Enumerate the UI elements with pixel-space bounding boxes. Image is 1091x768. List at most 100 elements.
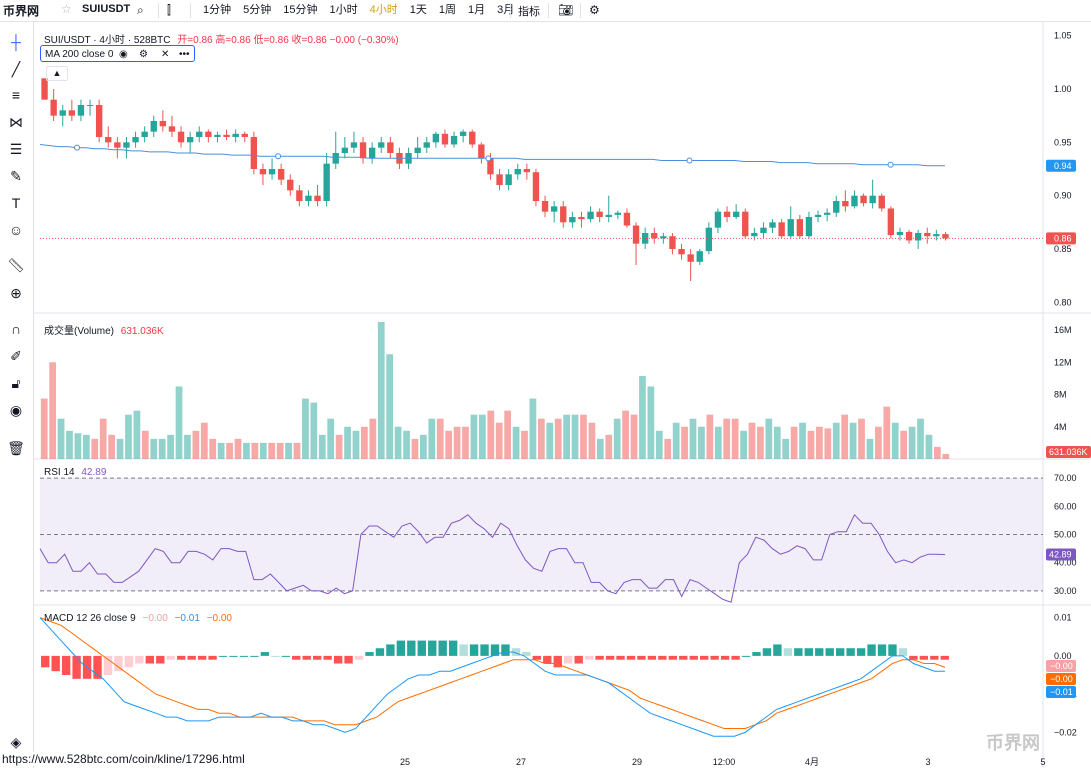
candle-body xyxy=(869,195,876,204)
volume-bar xyxy=(554,418,562,459)
candle-body xyxy=(778,222,785,237)
pattern-icon[interactable]: ⋈ xyxy=(9,114,23,130)
close-icon[interactable]: ✕ xyxy=(161,49,170,60)
horizontal-lines-icon[interactable]: ≡ xyxy=(11,87,21,103)
candle-body xyxy=(550,206,558,212)
interval-selector: 1分钟 5分钟 15分钟 1小时 4小时 1天 1周 1月 3月 xyxy=(197,0,520,21)
macd-histogram-bar xyxy=(407,640,416,656)
trendline-icon[interactable]: ╱ xyxy=(11,61,21,77)
crosshair-icon[interactable]: ┼ xyxy=(11,34,21,50)
volume-bar xyxy=(428,418,436,459)
candle-body xyxy=(287,179,294,191)
interval-option[interactable]: 4小时 xyxy=(369,4,398,16)
gear-icon[interactable]: ⚙ xyxy=(139,49,148,60)
lock-icon[interactable]: 🔓︎ xyxy=(11,375,21,391)
macd-histogram-bar xyxy=(428,640,437,656)
eye-icon[interactable]: ◉ xyxy=(9,402,23,418)
candle-body xyxy=(268,169,276,175)
candle-body xyxy=(296,190,303,201)
chart-type-icon[interactable]: ⫿ xyxy=(167,3,171,17)
volume-bar xyxy=(521,430,528,459)
interval-option[interactable]: 1月 xyxy=(468,4,486,16)
macd-histogram-bar xyxy=(616,655,625,660)
text-icon[interactable]: T xyxy=(11,195,21,211)
volume-bar xyxy=(453,426,461,459)
candle-body xyxy=(541,201,549,212)
volume-bar xyxy=(933,446,941,459)
eye-icon[interactable]: ◉ xyxy=(119,49,128,60)
search-icon[interactable]: ⌕ xyxy=(137,3,144,17)
volume-bar xyxy=(841,414,849,459)
candle-body xyxy=(141,131,148,137)
divider xyxy=(158,3,159,18)
macd-histogram-bar xyxy=(700,655,709,660)
candle-body xyxy=(496,174,503,185)
macd-value-badge xyxy=(1046,660,1076,672)
interval-option[interactable]: 1周 xyxy=(438,4,456,16)
magnet-icon[interactable]: ∩ xyxy=(10,321,22,337)
macd-histogram-bar xyxy=(522,652,531,656)
price-tick-label: 1.00 xyxy=(1054,84,1072,94)
volume-bar xyxy=(908,426,916,459)
divider xyxy=(548,3,549,18)
ruler-icon[interactable]: 📏︎ xyxy=(7,257,25,273)
candle-body xyxy=(105,137,112,143)
emoji-icon[interactable]: ☺ xyxy=(8,222,24,238)
volume-bar xyxy=(782,438,790,459)
collapse-icon[interactable]: ▲ xyxy=(46,66,68,81)
indicators-button[interactable]: 指标 xyxy=(518,6,540,18)
candle-body xyxy=(250,137,258,169)
ma-legend[interactable]: MA 200 close 0 ◉ ⚙ ✕ ••• xyxy=(40,45,195,62)
interval-option[interactable]: 1小时 xyxy=(329,4,358,16)
page-url[interactable]: https://www.528btc.com/coin/kline/17296.… xyxy=(0,752,247,766)
macd-histogram-bar xyxy=(553,655,562,668)
interval-option[interactable]: 1天 xyxy=(409,4,427,16)
macd-histogram-bar xyxy=(292,655,301,660)
macd-histogram-bar xyxy=(511,648,521,656)
candle-body xyxy=(851,195,858,207)
candle-body xyxy=(596,211,603,217)
ohlc-label: 开=0.86 高=0.86 低=0.86 收=0.86 −0.00 (−0.30… xyxy=(177,35,399,46)
candle-body xyxy=(833,201,840,213)
candle-body xyxy=(896,231,904,236)
volume-bar xyxy=(310,402,318,459)
candle-body xyxy=(305,195,312,201)
volume-bar xyxy=(866,438,874,459)
macd-histogram-bar xyxy=(459,644,468,656)
volume-bar xyxy=(361,426,368,459)
interval-option[interactable]: 1分钟 xyxy=(203,4,232,16)
interval-option[interactable]: 5分钟 xyxy=(243,4,272,16)
zoom-icon[interactable]: ⊕ xyxy=(10,285,22,301)
candle-body xyxy=(814,214,822,217)
macd-histogram-bar xyxy=(940,655,949,660)
divider xyxy=(510,3,511,18)
macd-histogram-bar xyxy=(919,655,929,660)
gear-icon[interactable]: ⚙ xyxy=(589,3,600,17)
candle-body xyxy=(924,233,931,237)
lock-drawing-icon[interactable]: ✐ xyxy=(10,348,22,364)
layers-icon[interactable]: ◈ xyxy=(10,734,22,750)
camera-icon[interactable]: 📷︎ xyxy=(558,3,574,17)
candle-body xyxy=(77,105,85,116)
interval-option[interactable]: 15分钟 xyxy=(283,4,318,16)
fib-icon[interactable]: ☰ xyxy=(9,141,23,157)
volume-bar xyxy=(158,438,166,459)
favorite-star-icon[interactable]: ☆ xyxy=(61,2,72,16)
volume-bar xyxy=(765,418,773,459)
site-logo[interactable]: 币界网 xyxy=(3,4,40,18)
candle-body xyxy=(232,133,239,137)
candle-body xyxy=(732,211,740,217)
trash-icon[interactable]: 🗑︎ xyxy=(7,440,25,456)
candle-body xyxy=(678,249,685,255)
volume-bar xyxy=(596,438,604,459)
volume-bar xyxy=(816,426,823,459)
macd-histogram-bar xyxy=(783,648,793,656)
interval-option[interactable]: 3月 xyxy=(497,4,515,16)
volume-bar xyxy=(883,406,891,459)
more-icon[interactable]: ••• xyxy=(179,49,190,60)
symbol-search[interactable]: SUIUSDT xyxy=(82,3,131,15)
macd-tick-label: 0.01 xyxy=(1054,613,1072,623)
volume-bar xyxy=(504,410,512,459)
brush-icon[interactable]: ✎ xyxy=(10,168,22,184)
